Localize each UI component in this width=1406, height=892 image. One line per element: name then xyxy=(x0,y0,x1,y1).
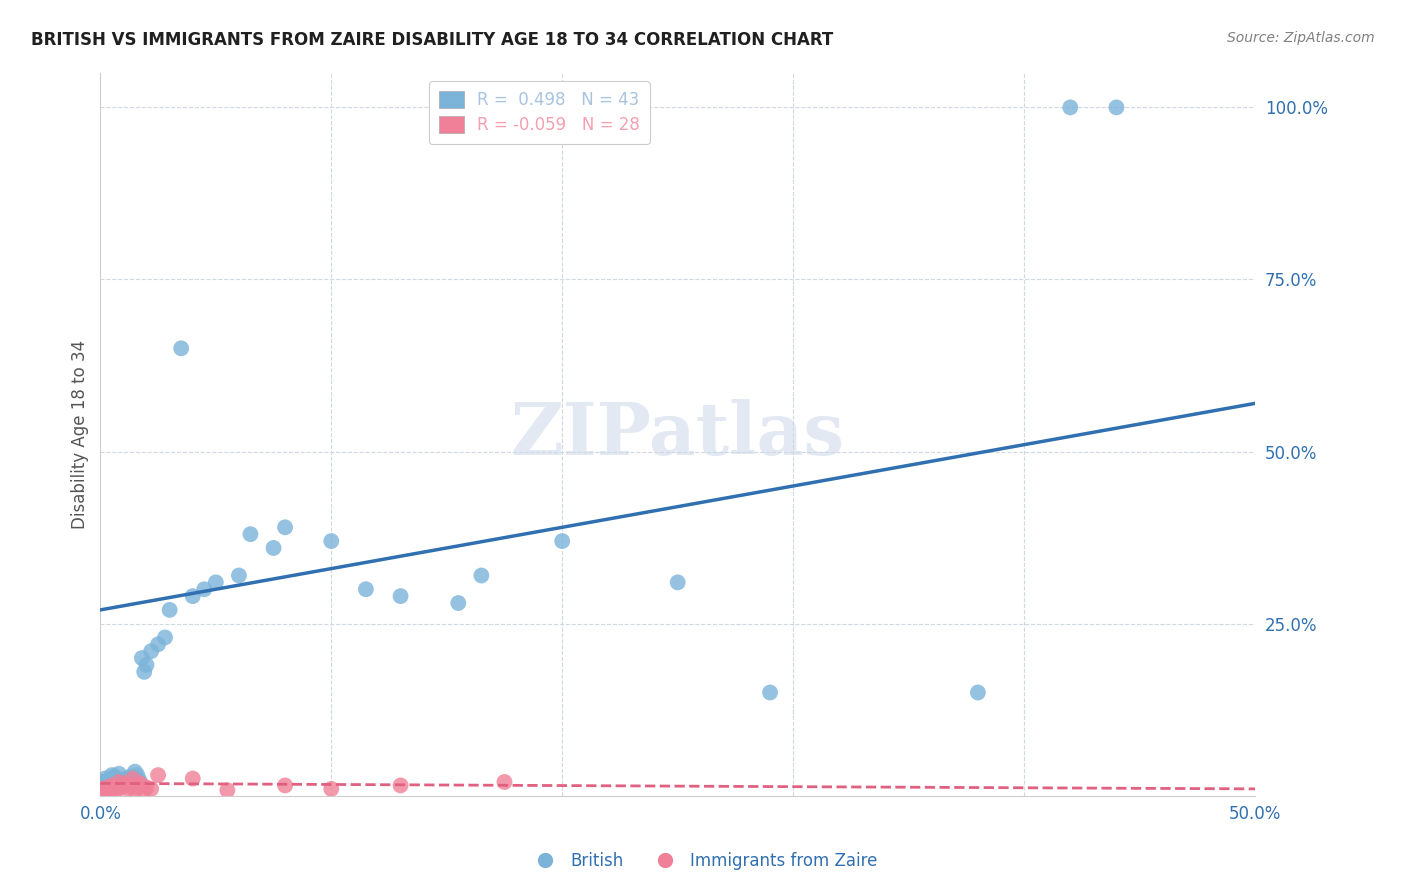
Y-axis label: Disability Age 18 to 34: Disability Age 18 to 34 xyxy=(72,340,89,529)
Point xyxy=(274,520,297,534)
Text: ZIPatlas: ZIPatlas xyxy=(510,399,845,470)
Point xyxy=(389,589,412,603)
Point xyxy=(1059,100,1081,114)
Point xyxy=(117,781,139,796)
Point xyxy=(135,780,157,795)
Point xyxy=(96,773,118,788)
Point xyxy=(666,575,689,590)
Point xyxy=(135,657,157,672)
Point xyxy=(321,781,343,796)
Point xyxy=(96,780,118,795)
Point xyxy=(274,779,297,793)
Point xyxy=(551,534,574,549)
Point xyxy=(121,772,143,786)
Point xyxy=(146,637,169,651)
Point xyxy=(98,784,121,798)
Point xyxy=(967,685,990,699)
Point xyxy=(159,603,181,617)
Legend: R =  0.498   N = 43, R = -0.059   N = 28: R = 0.498 N = 43, R = -0.059 N = 28 xyxy=(429,81,650,145)
Legend: British, Immigrants from Zaire: British, Immigrants from Zaire xyxy=(522,846,884,877)
Point xyxy=(759,685,782,699)
Point xyxy=(153,631,176,645)
Point xyxy=(98,776,121,790)
Point xyxy=(112,779,135,793)
Point xyxy=(228,568,250,582)
Point xyxy=(124,783,146,797)
Point xyxy=(389,779,412,793)
Point xyxy=(141,781,163,796)
Point xyxy=(114,772,136,786)
Point xyxy=(105,772,128,787)
Point xyxy=(170,341,193,355)
Point xyxy=(134,783,156,797)
Point xyxy=(101,768,124,782)
Text: Source: ZipAtlas.com: Source: ZipAtlas.com xyxy=(1227,31,1375,45)
Point xyxy=(120,779,142,793)
Point xyxy=(94,772,117,786)
Point xyxy=(121,775,143,789)
Point xyxy=(94,783,117,797)
Point xyxy=(108,775,131,789)
Point xyxy=(239,527,262,541)
Point xyxy=(117,773,139,788)
Point xyxy=(127,768,149,782)
Point xyxy=(124,764,146,779)
Point xyxy=(131,651,153,665)
Point xyxy=(131,779,153,793)
Point xyxy=(101,779,124,793)
Point xyxy=(447,596,470,610)
Point xyxy=(127,780,149,795)
Point xyxy=(103,781,125,796)
Point xyxy=(1105,100,1128,114)
Point xyxy=(181,772,204,786)
Point xyxy=(146,768,169,782)
Point xyxy=(103,769,125,783)
Point xyxy=(110,780,132,795)
Point xyxy=(321,534,343,549)
Point xyxy=(141,644,163,658)
Point xyxy=(120,769,142,783)
Point xyxy=(134,665,156,679)
Point xyxy=(128,776,150,790)
Point xyxy=(354,582,377,597)
Point xyxy=(105,783,128,797)
Point xyxy=(470,568,492,582)
Point xyxy=(217,783,239,797)
Point xyxy=(204,575,226,590)
Point xyxy=(494,775,516,789)
Point xyxy=(91,775,114,789)
Point xyxy=(112,776,135,790)
Point xyxy=(181,589,204,603)
Point xyxy=(263,541,285,555)
Point xyxy=(108,766,131,780)
Point xyxy=(110,775,132,789)
Point xyxy=(128,773,150,788)
Point xyxy=(91,781,114,796)
Text: BRITISH VS IMMIGRANTS FROM ZAIRE DISABILITY AGE 18 TO 34 CORRELATION CHART: BRITISH VS IMMIGRANTS FROM ZAIRE DISABIL… xyxy=(31,31,834,49)
Point xyxy=(193,582,215,597)
Point xyxy=(114,776,136,790)
